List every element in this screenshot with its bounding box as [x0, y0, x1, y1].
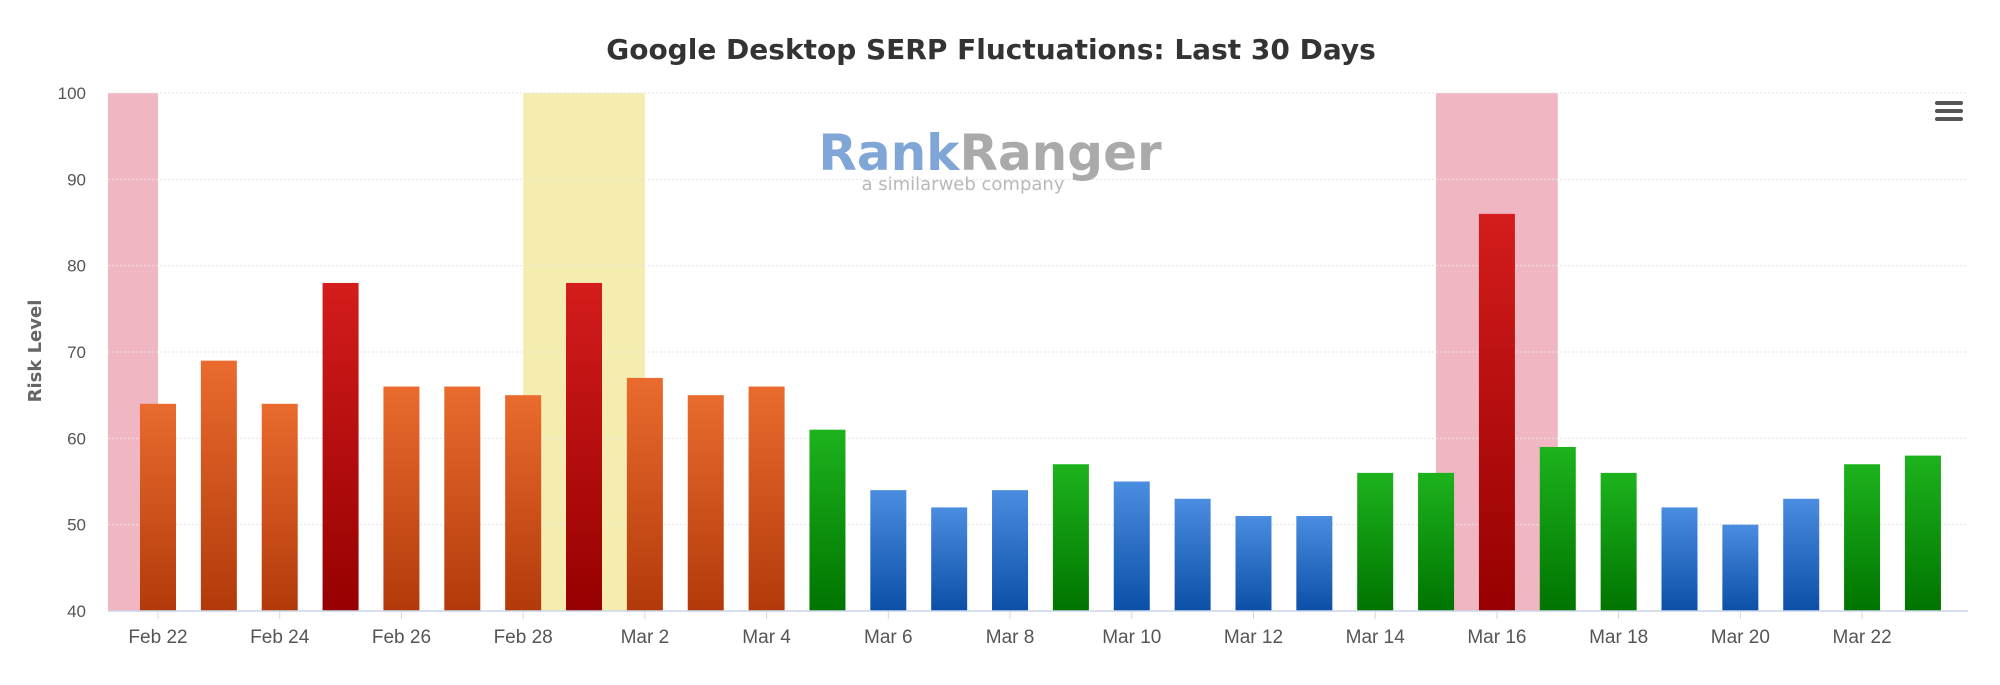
bars: [140, 213, 1941, 612]
bar[interactable]: [1357, 472, 1394, 611]
bar[interactable]: [1539, 446, 1576, 611]
x-tick-label: Mar 12: [1224, 627, 1283, 648]
watermark-tagline: a similarweb company: [861, 174, 1064, 195]
bar[interactable]: [200, 360, 237, 611]
svg-text:RankRanger: RankRanger: [818, 124, 1162, 182]
bar[interactable]: [383, 386, 420, 611]
x-tick-label: Mar 6: [864, 627, 913, 648]
bar[interactable]: [687, 395, 724, 611]
bar[interactable]: [1904, 455, 1941, 611]
x-tick-label: Mar 20: [1711, 627, 1770, 648]
y-axis-ticks: 40 50 60 70 80 90 100: [58, 84, 86, 621]
bar[interactable]: [1722, 524, 1759, 611]
y-tick-label: 100: [58, 84, 86, 103]
bar[interactable]: [566, 282, 603, 611]
bar[interactable]: [748, 386, 785, 611]
y-tick-label: 60: [67, 429, 86, 448]
x-tick-label: Mar 2: [621, 627, 670, 648]
bar[interactable]: [322, 282, 359, 611]
x-tick-label: Feb 24: [250, 627, 310, 648]
x-tick-label: Mar 22: [1833, 627, 1892, 648]
hamburger-menu-icon[interactable]: [1931, 95, 1967, 127]
bar[interactable]: [809, 429, 846, 611]
y-tick-label: 40: [67, 602, 86, 621]
bar[interactable]: [505, 395, 542, 611]
bar[interactable]: [444, 386, 481, 611]
x-tick-label: Mar 18: [1589, 627, 1648, 648]
bar[interactable]: [1113, 481, 1150, 612]
bar[interactable]: [140, 403, 176, 611]
x-tick-label: Feb 26: [372, 627, 431, 648]
x-tick-label: Feb 28: [494, 627, 553, 648]
bar[interactable]: [261, 403, 298, 611]
bar[interactable]: [1661, 507, 1698, 611]
x-tick-label: Mar 10: [1102, 627, 1161, 648]
watermark-brand-part2: Ranger: [959, 124, 1162, 182]
bar[interactable]: [931, 507, 968, 611]
bar[interactable]: [626, 377, 663, 611]
bar[interactable]: [1844, 464, 1881, 611]
bar[interactable]: [1296, 516, 1333, 611]
y-tick-label: 80: [67, 257, 86, 276]
bar[interactable]: [1418, 472, 1455, 611]
bar[interactable]: [1600, 472, 1637, 611]
chart-title: Google Desktop SERP Fluctuations: Last 3…: [606, 33, 1376, 66]
bar[interactable]: [992, 490, 1029, 611]
bar[interactable]: [1783, 498, 1820, 611]
x-tick-label: Mar 8: [986, 627, 1035, 648]
bar[interactable]: [1478, 213, 1515, 611]
x-tick-label: Feb 22: [128, 627, 187, 648]
watermark-brand-part1: Rank: [818, 124, 961, 182]
bar[interactable]: [1235, 516, 1272, 611]
bar[interactable]: [1052, 464, 1089, 611]
watermark: RankRanger a similarweb company: [818, 124, 1162, 195]
y-tick-label: 90: [67, 170, 86, 189]
x-tick-label: Mar 14: [1346, 627, 1406, 648]
bar[interactable]: [1174, 498, 1211, 611]
x-tick-label: Mar 16: [1467, 627, 1526, 648]
y-axis-label: Risk Level: [25, 300, 46, 403]
y-tick-label: 50: [67, 516, 86, 535]
y-tick-label: 70: [67, 343, 86, 362]
bar[interactable]: [870, 490, 907, 611]
x-axis-ticks: Feb 22 Feb 24 Feb 26 Feb 28 Mar 2 Mar 4 Mar 6 M…: [128, 611, 1892, 648]
x-tick-label: Mar 4: [742, 627, 791, 648]
